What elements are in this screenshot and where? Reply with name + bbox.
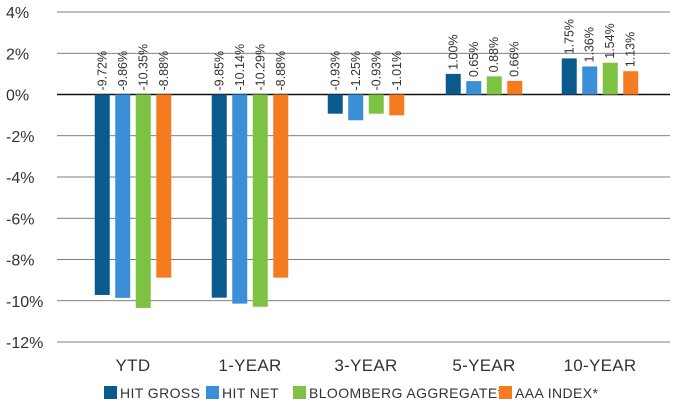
data-label: -9.86% bbox=[116, 51, 130, 91]
bar bbox=[327, 94, 343, 114]
legend-swatch bbox=[293, 386, 306, 399]
data-label: -10.14% bbox=[233, 44, 247, 91]
bar bbox=[623, 71, 639, 95]
data-label: 1.13% bbox=[624, 32, 638, 67]
data-label: -0.93% bbox=[369, 51, 383, 91]
legend-swatch bbox=[206, 386, 219, 399]
category-label: 1-YEAR bbox=[218, 356, 281, 375]
bar bbox=[368, 94, 384, 114]
bar bbox=[602, 62, 618, 95]
y-tick-label: -2% bbox=[6, 129, 34, 146]
bar bbox=[156, 94, 172, 278]
data-labels: -9.72% -9.86% -10.35% -8.88% -9.85% -10.14% -1… bbox=[95, 19, 638, 91]
data-label: -10.35% bbox=[136, 44, 150, 91]
data-label: -1.01% bbox=[390, 51, 404, 91]
data-label: 1.36% bbox=[583, 27, 597, 62]
bar bbox=[348, 94, 364, 121]
y-tick-label: 2% bbox=[6, 46, 29, 63]
bar bbox=[466, 81, 482, 95]
bar bbox=[135, 94, 151, 308]
legend-label: HIT GROSS bbox=[120, 385, 200, 401]
data-label: -8.88% bbox=[274, 51, 288, 91]
data-label: 1.54% bbox=[603, 23, 617, 58]
data-label: 0.66% bbox=[508, 41, 522, 76]
category-label: 5-YEAR bbox=[452, 356, 515, 375]
bar bbox=[273, 94, 289, 278]
y-tick-label: 4% bbox=[6, 5, 29, 22]
y-tick-label: -10% bbox=[6, 294, 43, 311]
x-axis-categories: YTD 1-YEAR 3-YEAR 5-YEAR 10-YEAR bbox=[116, 356, 637, 375]
data-label: -9.72% bbox=[95, 51, 109, 91]
category-label: 10-YEAR bbox=[564, 356, 637, 375]
data-label: 1.00% bbox=[446, 34, 460, 69]
bars bbox=[94, 58, 639, 308]
data-label: -10.29% bbox=[253, 44, 267, 91]
bar bbox=[211, 94, 227, 298]
bar bbox=[507, 80, 523, 95]
legend-label: BLOOMBERG AGGREGATE* bbox=[309, 385, 504, 401]
data-label: -1.25% bbox=[349, 51, 363, 91]
data-label: -9.85% bbox=[212, 51, 226, 91]
y-axis-ticks: 4% 2% 0% -2% -4% -6% -8% -10% -12% bbox=[6, 5, 43, 352]
data-label: -8.88% bbox=[157, 51, 171, 91]
y-tick-label: -8% bbox=[6, 253, 34, 270]
bar bbox=[582, 66, 598, 95]
bar bbox=[445, 73, 461, 95]
y-tick-label: -12% bbox=[6, 335, 43, 352]
data-label: 1.75% bbox=[562, 19, 576, 54]
bar bbox=[252, 94, 268, 307]
legend-label: AAA INDEX* bbox=[515, 385, 599, 401]
y-tick-label: 0% bbox=[6, 88, 29, 105]
data-label: -0.93% bbox=[328, 51, 342, 91]
legend-swatch bbox=[499, 386, 512, 399]
category-label: 3-YEAR bbox=[334, 356, 397, 375]
category-label: YTD bbox=[116, 356, 151, 375]
legend-label: HIT NET bbox=[222, 385, 279, 401]
bar bbox=[115, 94, 131, 298]
bar bbox=[486, 76, 502, 95]
data-label: 0.65% bbox=[467, 42, 481, 77]
y-tick-label: -4% bbox=[6, 170, 34, 187]
legend-swatch bbox=[104, 386, 117, 399]
bar bbox=[389, 94, 405, 116]
bar bbox=[561, 58, 577, 95]
bar bbox=[232, 94, 248, 304]
y-tick-label: -6% bbox=[6, 211, 34, 228]
data-label: 0.88% bbox=[487, 37, 501, 72]
bar bbox=[94, 94, 110, 295]
legend: HIT GROSS HIT NET BLOOMBERG AGGREGATE* AAA … bbox=[104, 385, 599, 401]
